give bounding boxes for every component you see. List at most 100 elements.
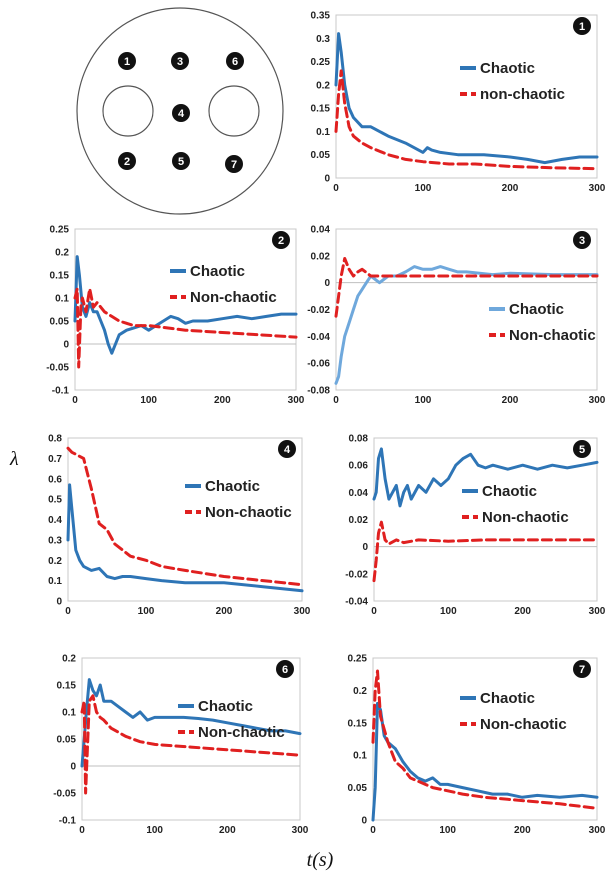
left-cylinder-outline bbox=[102, 85, 154, 137]
series-line-chaotic bbox=[334, 265, 599, 385]
probe-marker-4: 4 bbox=[172, 104, 190, 122]
y-tick-label: -0.1 bbox=[52, 386, 70, 397]
y-tick-label: 0.6 bbox=[48, 474, 62, 485]
probe-label-5: 5 bbox=[178, 156, 184, 168]
probe-marker-2: 2 bbox=[118, 152, 136, 170]
series-line-non-chaotic bbox=[73, 287, 298, 369]
y-tick-label: 0.2 bbox=[316, 80, 330, 91]
probe-label-6: 6 bbox=[232, 56, 238, 68]
legend: Chaotic Non-chaotic bbox=[462, 483, 569, 526]
y-tick-label: 0.8 bbox=[48, 434, 62, 445]
x-tick-label: 200 bbox=[219, 825, 236, 836]
probe-marker-3: 3 bbox=[171, 52, 189, 70]
y-tick-label: 0.25 bbox=[348, 654, 368, 665]
x-tick-label: 200 bbox=[514, 825, 531, 836]
x-tick-label: 0 bbox=[370, 825, 376, 836]
series-line-non-chaotic bbox=[66, 446, 304, 587]
y-tick-label: 0.2 bbox=[48, 556, 62, 567]
y-tick-label: 0.4 bbox=[48, 515, 62, 526]
y-axis-title: λ bbox=[9, 448, 19, 470]
x-tick-label: 200 bbox=[216, 606, 233, 617]
y-tick-label: 0.15 bbox=[348, 718, 368, 729]
probe-label-3: 3 bbox=[177, 56, 183, 68]
probe-label-1: 1 bbox=[124, 56, 130, 68]
y-tick-label: -0.06 bbox=[307, 359, 330, 370]
legend: Chaotic Non-chaotic bbox=[185, 478, 292, 521]
panel-badge-label: 4 bbox=[284, 444, 291, 456]
y-tick-label: 0.05 bbox=[348, 783, 368, 794]
panel-badge bbox=[278, 440, 296, 458]
legend-label: Non-chaotic bbox=[509, 327, 596, 344]
x-tick-label: 100 bbox=[440, 606, 457, 617]
x-tick-label: 300 bbox=[292, 825, 309, 836]
x-tick-label: 100 bbox=[439, 825, 456, 836]
x-tick-label: 100 bbox=[138, 606, 155, 617]
x-tick-label: 100 bbox=[415, 395, 432, 406]
panel-badge-label: 1 bbox=[579, 21, 585, 33]
panel-badge bbox=[573, 440, 591, 458]
series-line-chaotic bbox=[80, 678, 302, 768]
legend-label: Non-chaotic bbox=[198, 724, 285, 741]
legend-label: Non-chaotic bbox=[480, 716, 567, 733]
x-tick-label: 0 bbox=[72, 395, 78, 406]
y-tick-label: 0.1 bbox=[353, 751, 367, 762]
y-tick-label: 0.15 bbox=[57, 681, 77, 692]
series-line-non-chaotic bbox=[80, 694, 302, 795]
y-tick-label: -0.05 bbox=[53, 789, 76, 800]
series-line-chaotic bbox=[66, 483, 304, 593]
y-tick-label: -0.05 bbox=[46, 363, 69, 374]
x-tick-label: 200 bbox=[502, 395, 519, 406]
y-tick-label: 0.3 bbox=[316, 34, 330, 45]
y-tick-label: 0.05 bbox=[311, 150, 331, 161]
y-tick-label: 0.04 bbox=[311, 225, 331, 236]
x-tick-label: 100 bbox=[140, 395, 157, 406]
x-tick-label: 0 bbox=[333, 183, 339, 194]
probe-marker-1: 1 bbox=[118, 52, 136, 70]
probe-marker-6: 6 bbox=[226, 52, 244, 70]
probe-label-7: 7 bbox=[231, 159, 237, 171]
plot-frame bbox=[74, 228, 297, 391]
x-tick-label: 300 bbox=[589, 395, 606, 406]
y-tick-label: 0.7 bbox=[48, 454, 62, 465]
x-tick-label: 100 bbox=[415, 183, 432, 194]
legend-label: Chaotic bbox=[480, 690, 535, 707]
y-tick-label: 0 bbox=[63, 340, 69, 351]
y-tick-label: 0 bbox=[324, 174, 330, 185]
y-tick-label: 0.2 bbox=[353, 686, 367, 697]
x-tick-label: 300 bbox=[294, 606, 311, 617]
series-line-chaotic bbox=[372, 447, 599, 508]
y-tick-label: 0.08 bbox=[349, 434, 369, 445]
y-tick-label: -0.02 bbox=[345, 569, 368, 580]
x-tick-label: 0 bbox=[371, 606, 377, 617]
x-tick-label: 0 bbox=[79, 825, 85, 836]
series-line-non-chaotic bbox=[334, 257, 599, 318]
legend-label: Chaotic bbox=[482, 483, 537, 500]
y-tick-label: 0.06 bbox=[349, 461, 369, 472]
y-tick-label: -0.1 bbox=[59, 816, 77, 827]
legend: Chaotic Non-chaotic bbox=[460, 690, 567, 733]
y-tick-label: 0.3 bbox=[48, 535, 62, 546]
chart-panel-5: -0.04 -0.02 0 0.02 0.04 0.06 0.08 0 100 200 300 Cha… bbox=[345, 434, 606, 618]
chart-panel-1: 0 0.05 0.1 0.15 0.2 0.25 0.3 0.35 0 100 200 300 Chao… bbox=[311, 11, 606, 195]
legend-label: Chaotic bbox=[509, 301, 564, 318]
plot-frame bbox=[373, 437, 598, 602]
legend: Chaotic non-chaotic bbox=[460, 60, 565, 103]
legend: Chaotic Non-chaotic bbox=[178, 698, 285, 741]
panel-badge-label: 2 bbox=[278, 235, 284, 247]
y-tick-label: 0.2 bbox=[55, 248, 69, 259]
legend-label: Chaotic bbox=[480, 60, 535, 77]
x-tick-label: 200 bbox=[214, 395, 231, 406]
probe-marker-7: 7 bbox=[225, 155, 243, 173]
probe-layout-diagram: 1 3 6 4 2 5 7 bbox=[76, 7, 284, 215]
panel-badge bbox=[573, 660, 591, 678]
panel-badge-label: 3 bbox=[579, 235, 585, 247]
plot-frame bbox=[81, 657, 301, 821]
y-tick-label: 0.15 bbox=[50, 271, 70, 282]
plot-frame bbox=[335, 14, 598, 179]
panel-badge bbox=[573, 231, 591, 249]
chart-panel-6: -0.1 -0.05 0 0.05 0.1 0.15 0.2 0 100 200 300 Chaoti… bbox=[53, 654, 309, 837]
legend: Chaotic Non-chaotic bbox=[170, 263, 277, 306]
legend-label: Non-chaotic bbox=[205, 504, 292, 521]
legend: Chaotic Non-chaotic bbox=[489, 301, 596, 344]
